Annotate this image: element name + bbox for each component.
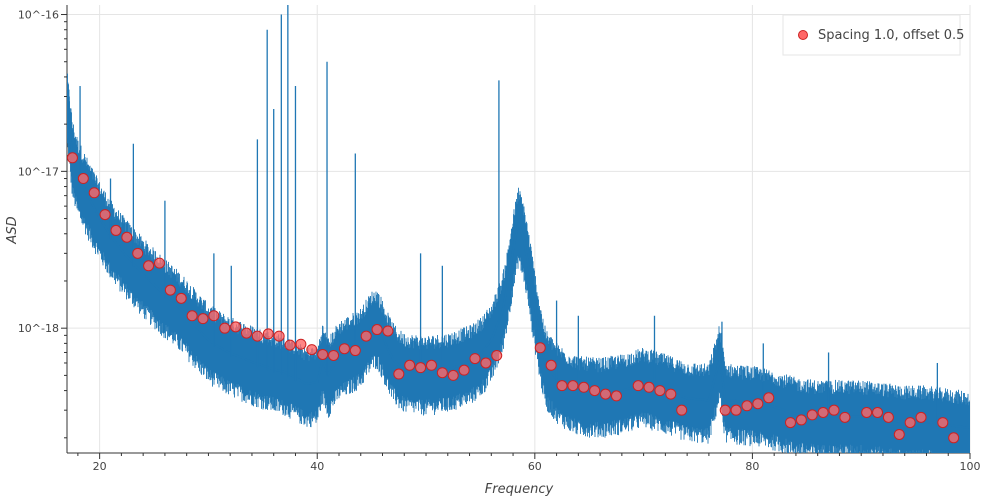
scatter-point bbox=[480, 357, 492, 369]
scatter-point bbox=[893, 428, 905, 440]
scatter-point bbox=[589, 385, 601, 397]
scatter-point bbox=[447, 369, 459, 381]
scatter-point bbox=[371, 324, 383, 336]
y-tick-label: 10^-18 bbox=[18, 322, 59, 335]
scatter-point bbox=[806, 409, 818, 421]
scatter-point bbox=[404, 359, 416, 371]
scatter-point bbox=[415, 362, 427, 374]
tick-labels: 20 40 60 80 100 10^-16 10^-17 10^-18 bbox=[18, 9, 981, 473]
scatter-point bbox=[67, 152, 78, 164]
scatter-point bbox=[110, 224, 122, 236]
scatter-point bbox=[121, 231, 133, 243]
scatter-point bbox=[632, 380, 644, 392]
scatter-point bbox=[273, 330, 285, 342]
scatter-point bbox=[741, 400, 753, 412]
scatter-point bbox=[937, 417, 949, 429]
scatter-point bbox=[665, 388, 677, 400]
scatter-point bbox=[306, 344, 318, 356]
x-axis-label: Frequency bbox=[485, 482, 554, 497]
scatter-point bbox=[567, 380, 579, 392]
legend-label: Spacing 1.0, offset 0.5 bbox=[818, 28, 964, 43]
legend: Spacing 1.0, offset 0.5 bbox=[782, 14, 964, 56]
spectrum-line bbox=[67, 105, 970, 429]
scatter-point bbox=[143, 260, 155, 272]
scatter-point bbox=[349, 345, 361, 357]
scatter-point bbox=[600, 388, 612, 400]
scatter-point bbox=[676, 404, 688, 416]
scatter-point bbox=[839, 411, 851, 423]
scatter-point bbox=[730, 404, 742, 416]
x-tick-label: 60 bbox=[528, 460, 542, 473]
scatter-point bbox=[556, 380, 568, 392]
scatter-point bbox=[534, 342, 546, 354]
scatter-point bbox=[153, 257, 165, 269]
x-tick-label: 80 bbox=[745, 460, 759, 473]
y-axis-label: ASD bbox=[5, 216, 20, 244]
scatter-point bbox=[915, 411, 927, 423]
scatter-point bbox=[186, 310, 198, 322]
scatter-point bbox=[654, 385, 666, 397]
scatter-point bbox=[545, 359, 557, 371]
scatter-point bbox=[610, 390, 622, 402]
scatter-point bbox=[578, 381, 590, 393]
scatter-point bbox=[230, 321, 242, 333]
scatter-point bbox=[393, 368, 405, 380]
y-tick-label: 10^-16 bbox=[18, 9, 59, 22]
scatter-point bbox=[643, 381, 655, 393]
scatter-point bbox=[338, 343, 350, 355]
scatter-point bbox=[491, 349, 503, 361]
scatter-point bbox=[872, 406, 884, 418]
scatter-point bbox=[99, 209, 111, 221]
scatter-point bbox=[763, 392, 775, 404]
scatter-point bbox=[752, 398, 764, 410]
scatter-point bbox=[241, 327, 253, 339]
legend-box bbox=[782, 14, 961, 56]
scatter-point bbox=[317, 348, 329, 360]
scatter-point bbox=[360, 330, 372, 342]
scatter-point bbox=[164, 284, 176, 296]
scatter-point bbox=[436, 367, 448, 379]
scatter-point bbox=[328, 349, 340, 361]
scatter-point bbox=[861, 406, 873, 418]
scatter-point bbox=[784, 417, 796, 429]
scatter-point bbox=[77, 173, 89, 185]
x-tick-label: 20 bbox=[93, 460, 107, 473]
x-tick-label: 40 bbox=[310, 460, 324, 473]
legend-marker bbox=[798, 30, 808, 40]
scatter-point bbox=[251, 330, 263, 342]
scatter-point bbox=[208, 310, 220, 322]
x-tick-label: 100 bbox=[960, 460, 981, 473]
scatter-point bbox=[458, 364, 470, 376]
scatter-point bbox=[425, 359, 437, 371]
scatter-point bbox=[469, 353, 481, 365]
scatter-point bbox=[795, 414, 807, 426]
scatter-point bbox=[817, 406, 829, 418]
scatter-point bbox=[262, 328, 274, 340]
scatter-point bbox=[197, 313, 209, 325]
scatter-point bbox=[719, 404, 731, 416]
scatter-point bbox=[219, 322, 231, 334]
scatter-point bbox=[295, 338, 307, 350]
y-tick-label: 10^-17 bbox=[18, 165, 59, 178]
scatter-point bbox=[88, 187, 100, 199]
scatter-point bbox=[948, 432, 960, 444]
scatter-point bbox=[175, 292, 187, 304]
scatter-point bbox=[382, 325, 394, 337]
scatter-point bbox=[828, 404, 840, 416]
scatter-point bbox=[132, 247, 144, 259]
scatter-point bbox=[284, 339, 296, 351]
scatter-point bbox=[882, 411, 894, 423]
plot-area bbox=[67, 5, 970, 453]
scatter-point bbox=[904, 417, 916, 429]
